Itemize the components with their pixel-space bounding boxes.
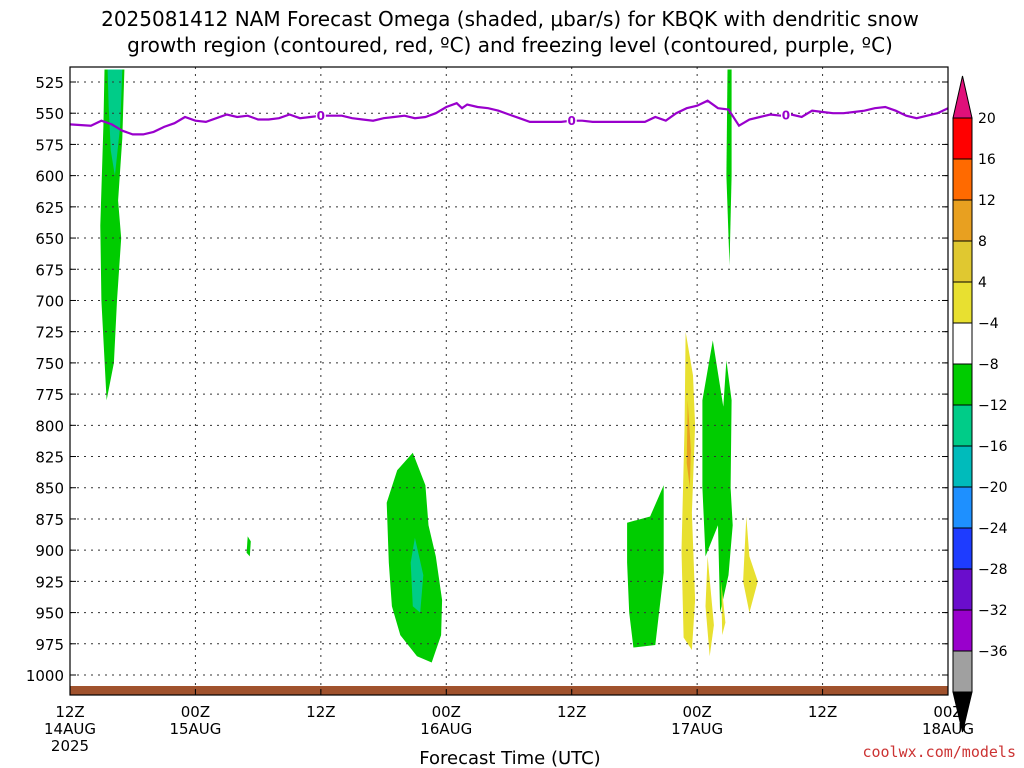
freezing-level-label: 0 (317, 109, 325, 123)
colorbar-bin (952, 117, 973, 160)
y-tick-label: 625 (35, 199, 64, 217)
x-tick-label: 15AUG (169, 720, 221, 738)
y-tick-label: 750 (35, 355, 64, 373)
colorbar-bin (952, 445, 973, 488)
omega-region-7 (686, 400, 691, 488)
freezing-label-bg (315, 108, 326, 123)
colorbar-bin (952, 404, 973, 447)
freezing-label-bg (566, 113, 577, 128)
omega-region-2 (246, 536, 251, 557)
x-tick-label: 00Z (682, 703, 711, 721)
y-tick-label: 800 (35, 417, 64, 435)
colorbar-label: −24 (978, 521, 1008, 537)
omega-region-12 (743, 516, 758, 613)
y-tick-label: 875 (35, 511, 64, 529)
colorbar-bin (952, 527, 973, 570)
omega-region-11 (721, 581, 726, 636)
omega-region-0 (100, 69, 125, 401)
chart-title-line-2: growth region (contoured, red, ºC) and f… (127, 33, 893, 57)
omega-region-10 (705, 556, 714, 657)
freezing-level-label: 0 (568, 114, 576, 128)
y-tick-label: 925 (35, 573, 64, 591)
y-tick-label: 850 (35, 480, 64, 498)
credit-text: coolwx.com/models (862, 743, 1016, 761)
x-tick-label: 12Z (557, 703, 586, 721)
colorbar-bin (952, 486, 973, 529)
x-tick-label: 2025 (51, 737, 89, 755)
colorbar-label: 20 (978, 111, 996, 127)
y-tick-label: 600 (35, 168, 64, 186)
y-tick-label: 975 (35, 636, 64, 654)
ground-band (70, 686, 948, 695)
colorbar-bin (952, 322, 973, 365)
chart-title-line-1: 2025081412 NAM Forecast Omega (shaded, μ… (101, 7, 919, 31)
omega-region-8 (702, 340, 733, 613)
x-tick-label: 00Z (181, 703, 210, 721)
x-tick-label: 16AUG (420, 720, 472, 738)
freezing-level-labels: 0 0 0 (315, 108, 791, 128)
freezing-label-bg (780, 108, 791, 123)
y-tick-label: 1000 (26, 667, 64, 685)
y-tick-label: 525 (35, 74, 64, 92)
y-axis-ticks: 525 550 575 600 625 650 675 700 725 750 775 800 825 8… (26, 74, 948, 685)
omega-region-1 (107, 69, 123, 176)
colorbar-bin (952, 158, 973, 201)
y-tick-label: 825 (35, 449, 64, 467)
y-tick-label: 950 (35, 605, 64, 623)
x-tick-label: 17AUG (671, 720, 723, 738)
colorbar-bin (952, 281, 973, 324)
colorbar-label: 12 (978, 193, 996, 209)
colorbar-bin (952, 199, 973, 242)
colorbar-bin (952, 609, 973, 652)
y-tick-label: 725 (35, 324, 64, 342)
omega-region-6 (681, 331, 696, 650)
omega-region-9 (726, 69, 732, 266)
colorbar-label: 16 (978, 152, 996, 168)
colorbar-label: −8 (978, 357, 999, 373)
colorbar-label: 8 (978, 234, 987, 250)
colorbar-label: −20 (978, 480, 1008, 496)
y-tick-label: 700 (35, 292, 64, 310)
x-tick-label: 18AUG (922, 720, 974, 738)
x-tick-label: 12Z (55, 703, 84, 721)
colorbar-label: −12 (978, 398, 1008, 414)
colorbar-bin (952, 240, 973, 283)
y-tick-label: 575 (35, 136, 64, 154)
y-tick-label: 550 (35, 105, 64, 123)
y-tick-label: 675 (35, 261, 64, 279)
colorbar-label: −16 (978, 439, 1008, 455)
x-axis-label: Forecast Time (UTC) (419, 748, 600, 768)
colorbar-label: −28 (978, 562, 1008, 578)
colorbar-label: 4 (978, 275, 987, 291)
colorbar-label: −4 (978, 316, 999, 332)
freezing-level-label: 0 (782, 109, 790, 123)
x-tick-label: 00Z (933, 703, 962, 721)
freezing-level-line (69, 99, 949, 136)
colorbar-bottom-arrow (952, 691, 973, 733)
colorbar-bin (952, 568, 973, 611)
x-tick-label: 00Z (432, 703, 461, 721)
colorbar: 20 16 12 8 4 −4 −8 −12 −16 −20 −24 −28 −32 −36 (952, 75, 1008, 733)
omega-region-5 (627, 485, 664, 648)
colorbar-bin (952, 650, 973, 693)
grid-lines (70, 67, 948, 695)
y-tick-label: 775 (35, 386, 64, 404)
omega-region-4 (410, 537, 424, 613)
x-tick-label: 12Z (306, 703, 335, 721)
colorbar-label: −36 (978, 644, 1008, 660)
x-tick-label: 12Z (808, 703, 837, 721)
y-tick-label: 900 (35, 542, 64, 560)
x-tick-label: 14AUG (44, 720, 96, 738)
plot-frame (69, 66, 949, 696)
colorbar-label: −32 (978, 603, 1008, 619)
colorbar-top-arrow (952, 75, 973, 119)
colorbar-bin (952, 363, 973, 406)
omega-shading-layer (100, 69, 758, 663)
y-tick-label: 650 (35, 230, 64, 248)
